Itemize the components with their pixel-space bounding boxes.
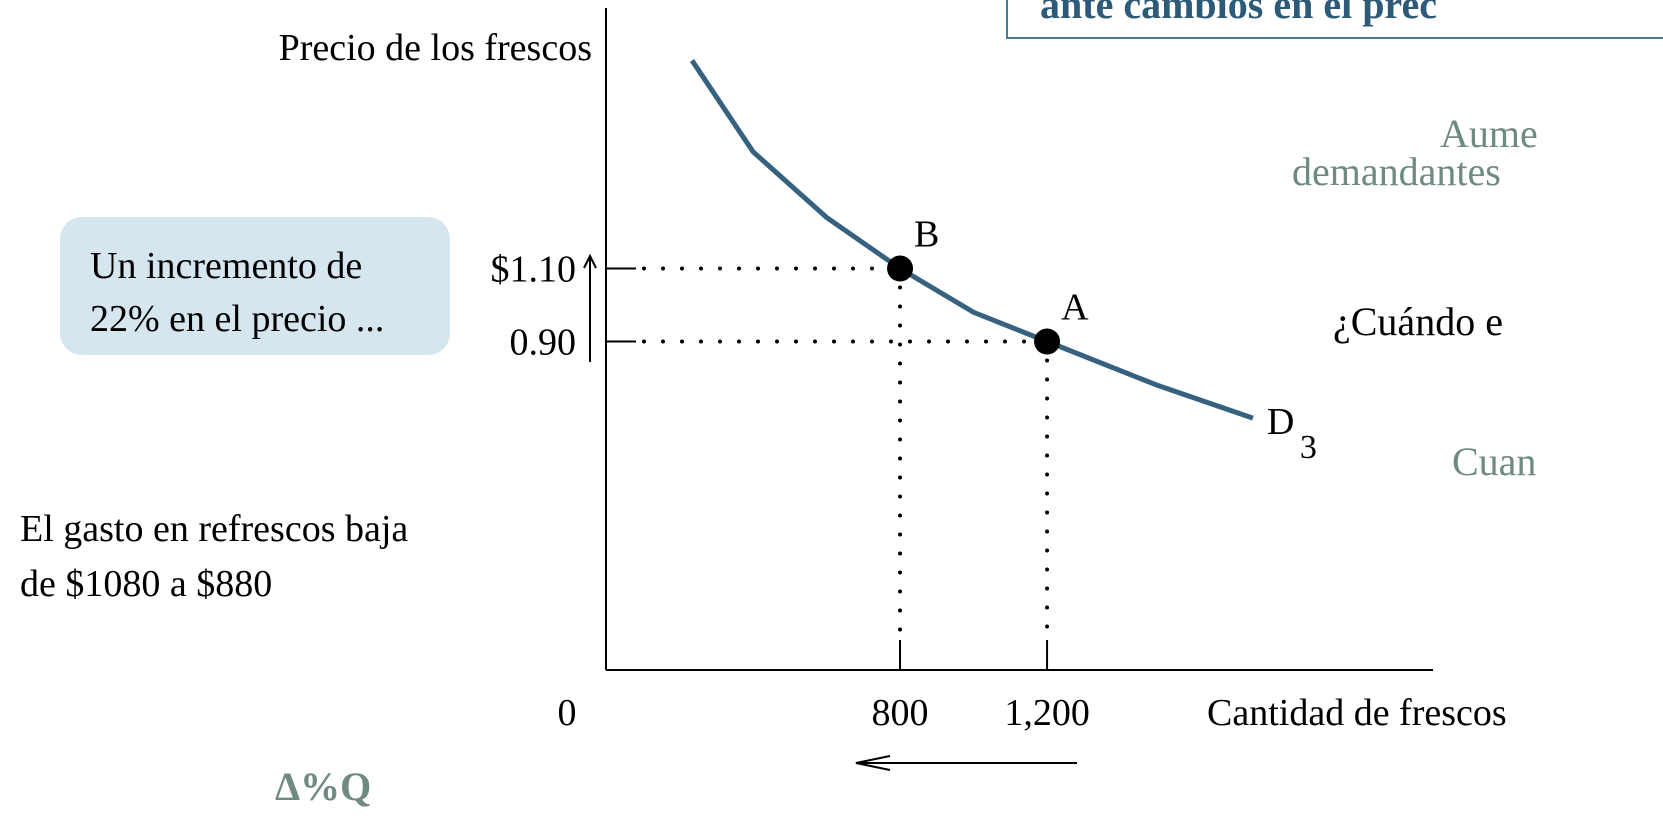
callout-box — [60, 217, 450, 355]
demand-curve — [689, 59, 1254, 421]
point — [1034, 328, 1061, 355]
curve-label: D — [1267, 401, 1294, 443]
x-tick-label: 1,200 — [1004, 692, 1090, 734]
side-text: Cuan — [1452, 439, 1536, 484]
point-label: B — [914, 214, 939, 256]
note-text: de $1080 a $880 — [20, 563, 272, 605]
y-tick-label: 0.90 — [510, 322, 577, 364]
price-arrow-head — [583, 253, 597, 269]
point-label: A — [1061, 287, 1089, 329]
y-tick-label: $1.10 — [491, 249, 577, 291]
bottom-text: Δ%Q — [275, 764, 371, 809]
side-text: ¿Cuándo e — [1333, 299, 1503, 344]
quantity-arrow-head — [855, 755, 891, 771]
callout-text: Un incremento de — [90, 245, 362, 287]
x-axis-label: Cantidad de frescos — [1207, 692, 1507, 734]
side-text: demandantes — [1292, 149, 1501, 194]
callout-text: 22% en el precio ... — [90, 298, 384, 340]
x-tick-label: 800 — [872, 692, 929, 734]
y-axis-label: Precio de los frescos — [279, 27, 592, 69]
title: ante cambios en el prec — [1040, 0, 1437, 27]
title-box — [1006, 0, 1663, 39]
curve-subscript: 3 — [1300, 429, 1317, 466]
note-text: El gasto en refrescos baja — [20, 508, 408, 550]
side-text: Aume — [1440, 111, 1538, 156]
x-tick-label: 0 — [558, 692, 577, 734]
point — [887, 255, 914, 282]
